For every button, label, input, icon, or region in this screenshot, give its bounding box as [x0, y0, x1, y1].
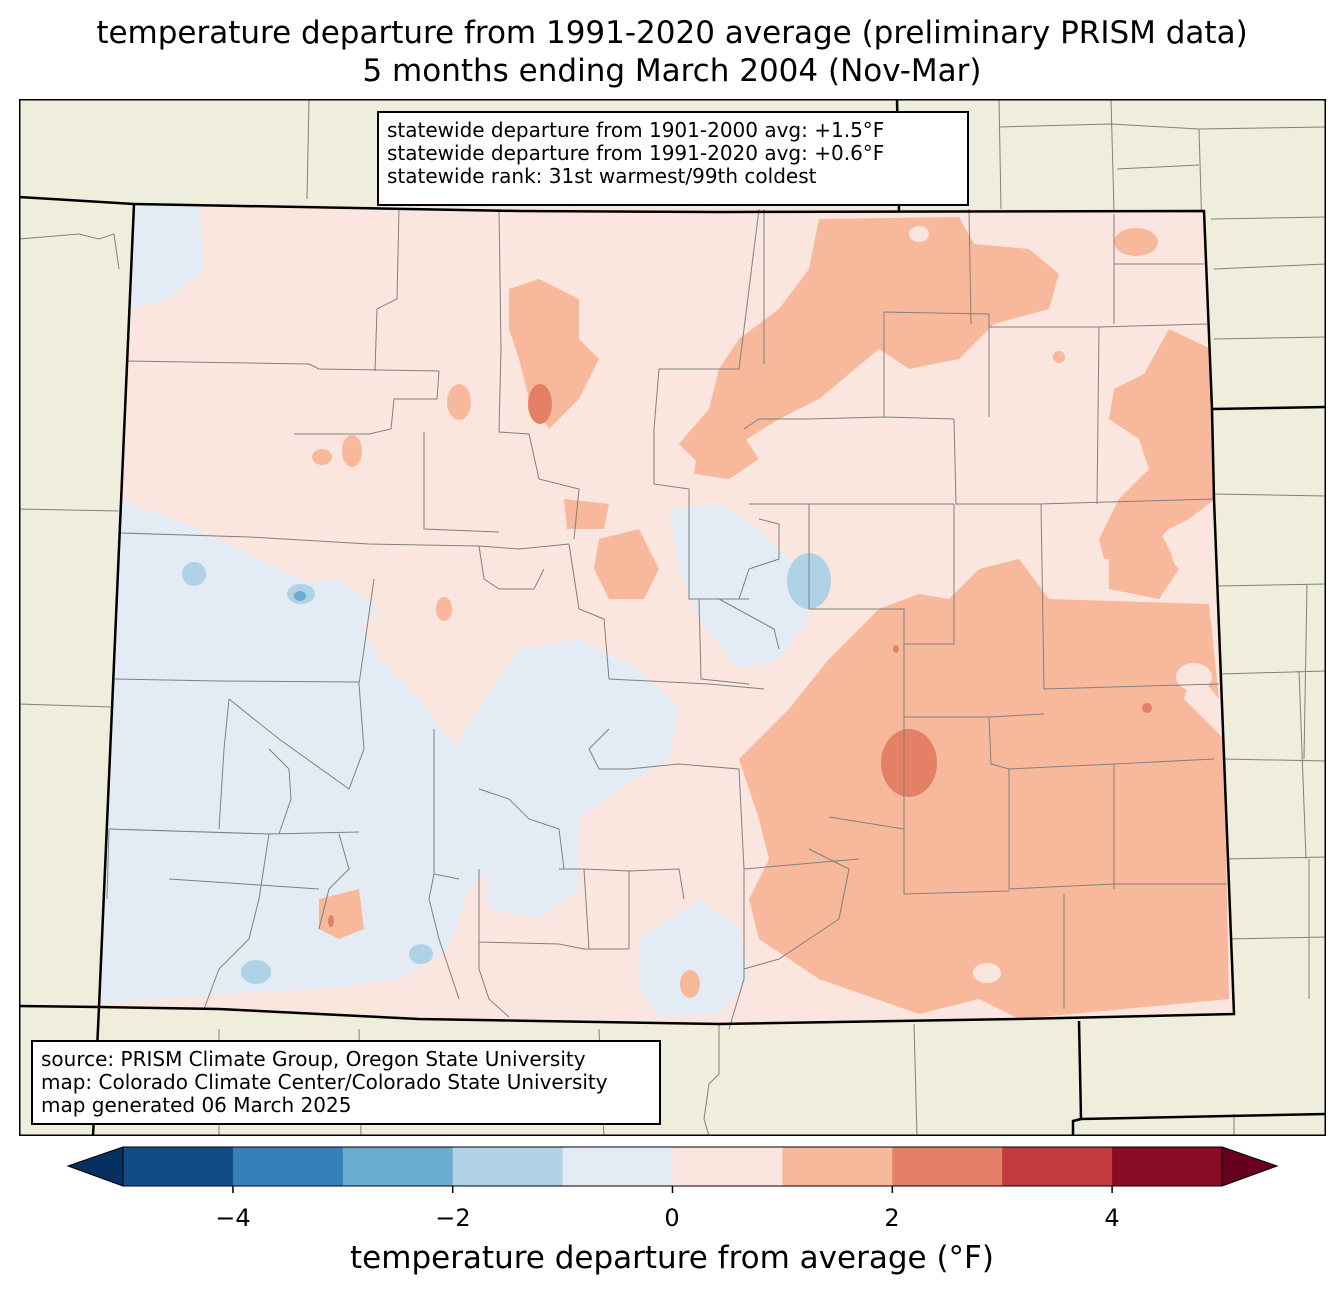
source-line-1: source: PRISM Climate Group, Oregon Stat…: [41, 1047, 586, 1071]
source-line-3: map generated 06 March 2025: [41, 1093, 352, 1117]
colorbar-tick-label: 4: [1104, 1204, 1120, 1232]
colorbar-segment: [782, 1147, 893, 1186]
source-credits-box: source: PRISM Climate Group, Oregon Stat…: [31, 1040, 661, 1125]
colorbar-segment: [672, 1147, 783, 1186]
colorbar-tick-label: −2: [435, 1204, 471, 1232]
colorbar-under-triangle: [66, 1146, 124, 1187]
colorbar-label: temperature departure from average (°F): [350, 1240, 994, 1276]
map-title-line2: 5 months ending March 2004 (Nov-Mar): [362, 53, 982, 89]
colorbar-segment: [342, 1147, 454, 1186]
colorbar-segment: [892, 1147, 1003, 1186]
colorbar-segment: [232, 1147, 344, 1186]
colorbar: [66, 1146, 1279, 1193]
much-warmer-spots: [328, 384, 1152, 927]
cool-core-spot: [294, 591, 306, 601]
neighbor-county-lines: [19, 99, 1326, 1136]
colorbar-tick-label: −4: [215, 1204, 251, 1232]
stats-line-1: statewide departure from 1901-2000 avg: …: [387, 118, 885, 142]
statewide-stats-box: statewide departure from 1901-2000 avg: …: [377, 111, 969, 206]
temperature-map: [19, 99, 1326, 1136]
colorbar-segment: [123, 1147, 234, 1186]
below-average-regions: [101, 204, 809, 1017]
colorbar-over-triangle: [1221, 1146, 1279, 1187]
source-line-2: map: Colorado Climate Center/Colorado St…: [41, 1070, 608, 1094]
stats-line-3: statewide rank: 31st warmest/99th coldes…: [387, 164, 817, 188]
colorbar-segment: [562, 1147, 673, 1186]
stats-line-2: statewide departure from 1991-2020 avg: …: [387, 141, 885, 165]
colorbar-segment: [1112, 1147, 1223, 1186]
colorbar-segment: [1002, 1147, 1113, 1186]
colorbar-segment: [452, 1147, 564, 1186]
colorbar-tick-label: 0: [664, 1204, 680, 1232]
map-title-line1: temperature departure from 1991-2020 ave…: [96, 15, 1248, 51]
county-boundaries: [106, 208, 1227, 1030]
colorbar-tick-label: 2: [884, 1204, 900, 1232]
